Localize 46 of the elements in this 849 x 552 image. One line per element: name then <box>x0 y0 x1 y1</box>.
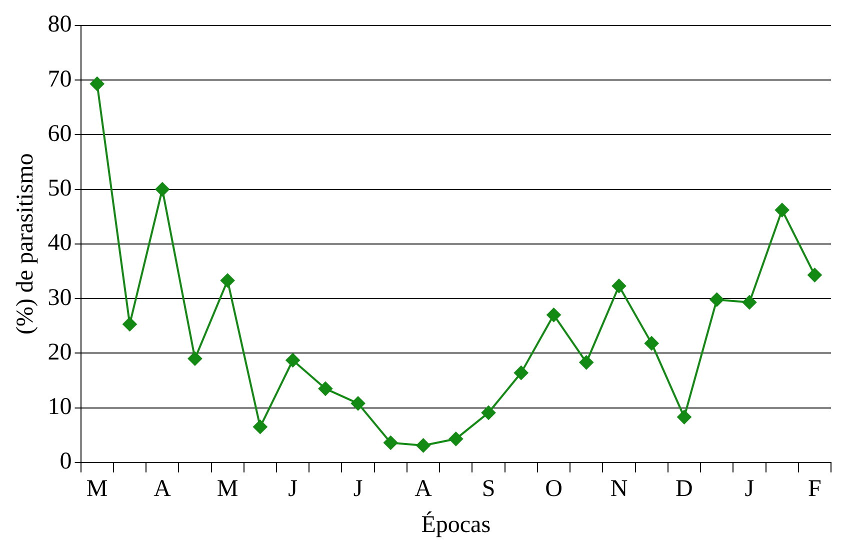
point <box>122 317 137 332</box>
point <box>220 274 235 288</box>
x-tick-label: J <box>744 476 754 502</box>
x-tick-label: J <box>288 476 298 502</box>
point <box>808 268 822 282</box>
x-tick-label: A <box>414 476 433 502</box>
point <box>351 396 366 410</box>
y-tick-label: 0 <box>60 448 72 475</box>
x-tick-label: N <box>610 476 628 502</box>
point <box>612 278 626 293</box>
y-tick-label: 50 <box>48 176 72 202</box>
x-tick-label: D <box>676 476 693 502</box>
point <box>286 353 300 368</box>
point <box>482 406 496 420</box>
y-tick-label: 60 <box>48 120 72 147</box>
point <box>579 355 594 370</box>
point <box>775 203 790 218</box>
y-tick-label: 30 <box>48 284 72 311</box>
point <box>546 308 561 322</box>
point <box>155 182 170 196</box>
point <box>416 438 430 452</box>
x-tick-label: A <box>154 476 172 502</box>
point <box>253 420 268 434</box>
x-tick-label: S <box>482 476 496 502</box>
point <box>742 295 756 310</box>
y-tick-label: 70 <box>48 66 72 92</box>
y-tick-label: 40 <box>48 230 72 256</box>
y-tick-label: 80 <box>48 12 72 38</box>
x-tick-label: O <box>545 476 562 502</box>
point <box>384 436 398 450</box>
point <box>644 336 659 350</box>
point <box>318 382 332 396</box>
point <box>90 76 104 91</box>
y-tick-label: 10 <box>48 394 72 420</box>
point <box>188 352 202 366</box>
point <box>514 366 528 380</box>
x-axis-title: Épocas <box>421 510 491 538</box>
point <box>710 292 724 307</box>
x-tick-label: M <box>86 476 108 502</box>
x-tick-label: F <box>808 476 822 502</box>
y-axis-title: (%) de parasitismo <box>12 153 39 335</box>
x-tick-label: M <box>216 476 238 502</box>
y-tick-label: 20 <box>48 339 72 366</box>
point <box>448 432 463 446</box>
x-tick-label: J <box>353 476 363 502</box>
point <box>677 410 692 424</box>
